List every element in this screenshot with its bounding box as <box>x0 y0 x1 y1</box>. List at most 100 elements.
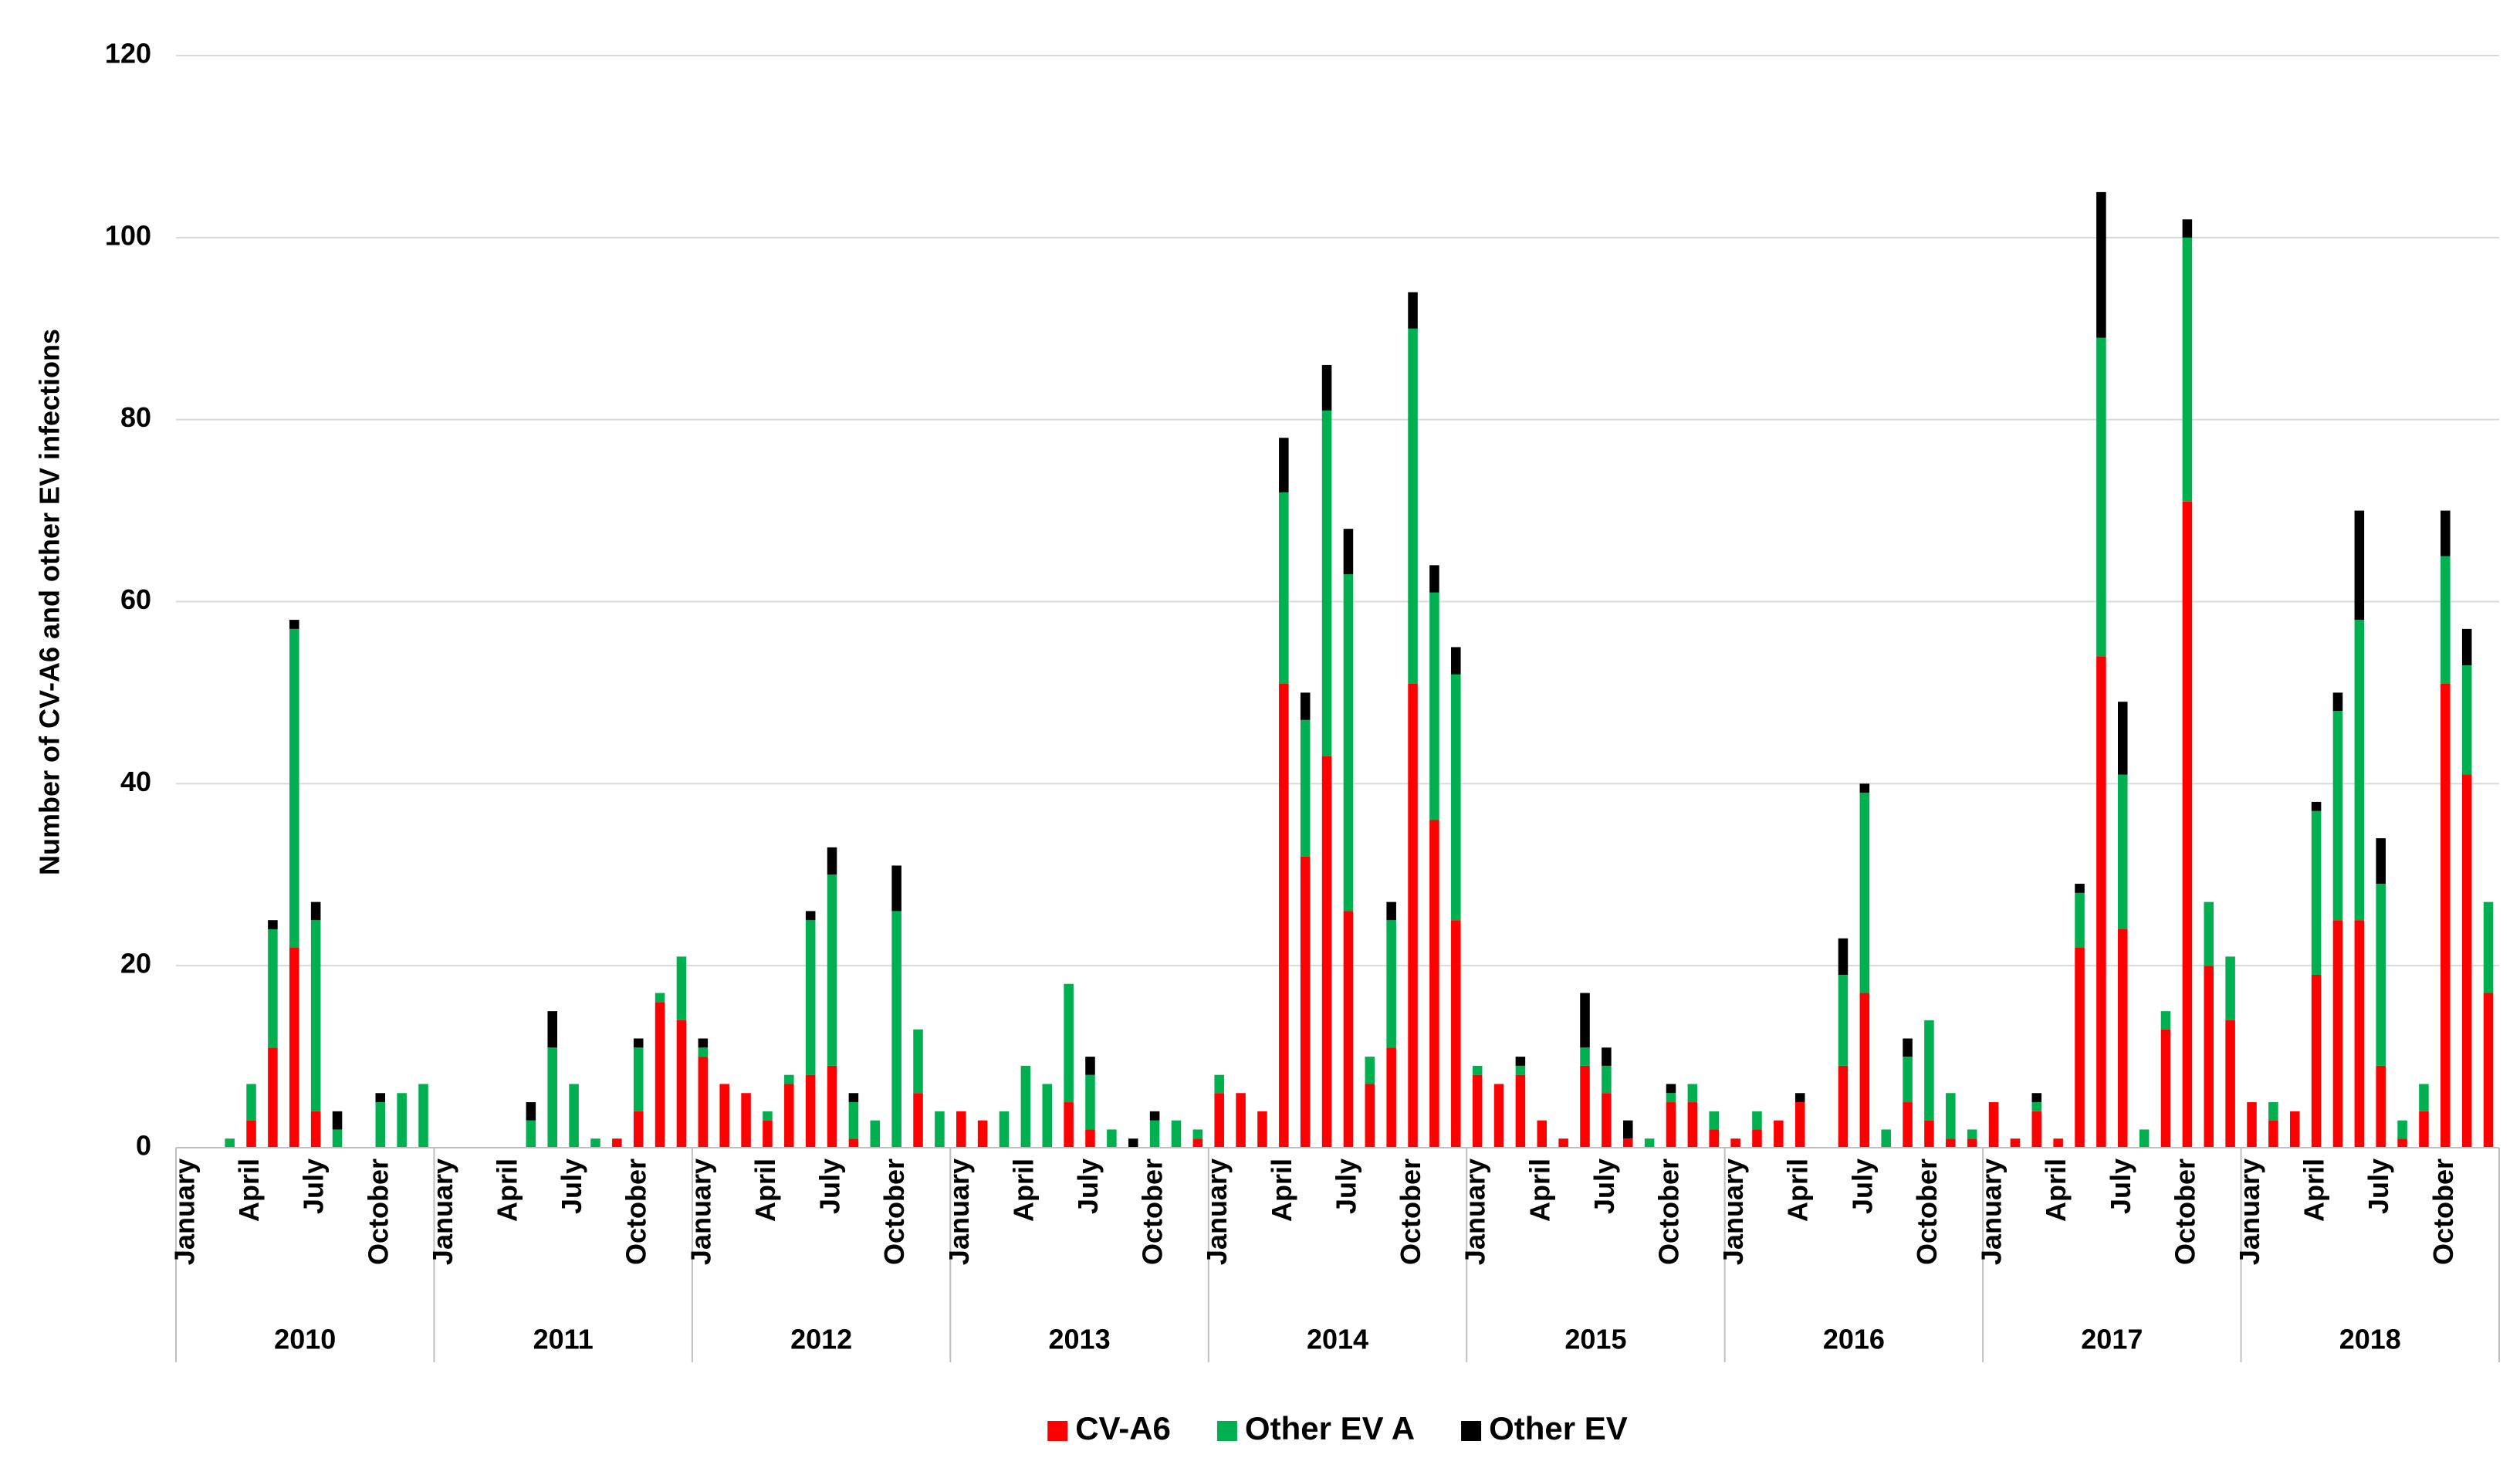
x-tick-label: July <box>814 1159 846 1214</box>
bar-segment <box>1472 1074 1483 1148</box>
bar-segment <box>1666 1093 1676 1103</box>
bar-segment <box>1149 1111 1160 1121</box>
bar-segment <box>1859 793 1870 993</box>
x-tick-label: April <box>1524 1159 1555 1222</box>
bar-segment <box>1429 592 1439 820</box>
bar-segment <box>332 1111 343 1130</box>
bar-segment <box>332 1129 343 1148</box>
x-tick-label: April <box>1007 1159 1039 1222</box>
bar-segment <box>1515 1057 1526 1066</box>
bar-segment <box>2096 656 2106 1148</box>
year-label: 2010 <box>274 1324 336 1355</box>
bar-segment <box>2139 1129 2150 1148</box>
year-label: 2011 <box>533 1324 594 1355</box>
bar-segment <box>848 1138 859 1148</box>
bar-segment <box>1752 1129 1762 1148</box>
bar-segment <box>246 1120 256 1148</box>
bar-segment <box>1988 1102 1999 1148</box>
bar-segment <box>1064 1102 1074 1148</box>
bar-segment <box>2117 929 2128 1148</box>
bar-segment <box>2461 628 2472 666</box>
bar-segment <box>1774 1120 1784 1148</box>
bar-segment <box>1257 1111 1267 1148</box>
bar-segment <box>1580 1065 1590 1148</box>
bar-segment <box>956 1111 966 1148</box>
bar-segment <box>1128 1138 1138 1148</box>
x-tick-label: January <box>685 1159 716 1265</box>
year-label: 2012 <box>790 1324 852 1355</box>
bar-segment <box>2376 884 2386 1066</box>
bar-segment <box>1149 1120 1160 1148</box>
bar-segment <box>1429 565 1439 593</box>
bar-segment <box>1794 1093 1805 1103</box>
bar-segment <box>1107 1129 1117 1148</box>
year-label: 2015 <box>1564 1324 1626 1355</box>
bar-segment <box>1365 1057 1375 1084</box>
bar-segment <box>2397 1120 2407 1139</box>
bar-segment <box>1687 1084 1698 1103</box>
bar-segment <box>2441 556 2451 684</box>
x-tick-label: April <box>492 1159 523 1222</box>
bar-segment <box>268 1047 278 1148</box>
bar-segment <box>1085 1129 1095 1148</box>
y-tick-label: 0 <box>136 1130 151 1162</box>
x-tick-label: October <box>2169 1159 2200 1265</box>
bar-segment <box>1321 410 1332 756</box>
x-tick-label: April <box>1782 1159 1814 1222</box>
x-tick-label: April <box>233 1159 265 1222</box>
bar-segment <box>2268 1102 2278 1121</box>
bar-segment <box>1622 1120 1633 1139</box>
bar-segment <box>2311 974 2322 1148</box>
year-label: 2016 <box>1823 1324 1885 1355</box>
x-tick-label: January <box>1976 1159 2008 1265</box>
bar-segment <box>2419 1084 2429 1111</box>
bar-segment <box>1752 1111 1762 1130</box>
bar-segment <box>1451 920 1461 1148</box>
bar-segment <box>741 1093 751 1148</box>
bar-segment <box>1602 1065 1612 1094</box>
bar-segment <box>2117 702 2128 775</box>
bar-segment <box>1300 692 1311 720</box>
bar-segment <box>289 628 299 948</box>
y-tick-label: 80 <box>120 401 151 433</box>
bar-segment <box>1859 993 1870 1148</box>
bar-segment <box>268 929 278 1048</box>
bar-segment <box>1515 1065 1526 1075</box>
bar-segment <box>1386 901 1396 921</box>
y-tick-label: 120 <box>105 38 151 69</box>
bar-segment <box>1881 1129 1891 1148</box>
x-tick-label: October <box>1911 1159 1943 1265</box>
x-tick-label: April <box>2040 1159 2072 1222</box>
bar-segment <box>1493 1084 1504 1148</box>
x-tick-label: October <box>1395 1159 1426 1265</box>
bar-segment <box>977 1120 988 1148</box>
legend-label: Other EV <box>1489 1410 1628 1446</box>
bar-segment <box>2160 1029 2171 1148</box>
bar-segment <box>2204 966 2214 1148</box>
bar-segment <box>913 1093 923 1148</box>
bar-segment <box>1946 1138 1956 1148</box>
bar-segment <box>1558 1138 1568 1148</box>
bar-segment <box>2117 774 2128 929</box>
x-tick-label: January <box>427 1159 458 1265</box>
bar-segment <box>1666 1102 1676 1148</box>
bar-segment <box>805 911 816 921</box>
bar-segment <box>310 901 321 921</box>
bar-segment <box>1946 1093 1956 1139</box>
bar-segment <box>935 1111 945 1148</box>
bar-segment <box>784 1074 794 1084</box>
bar-segment <box>1236 1093 1246 1148</box>
bar-segment <box>1279 492 1289 684</box>
y-axis-title: Number of CV-A6 and other EV infections <box>34 329 66 875</box>
bar-segment <box>848 1093 859 1103</box>
bar-segment <box>2397 1138 2407 1148</box>
bar-segment <box>1386 920 1396 1048</box>
bar-segment <box>1924 1020 1934 1121</box>
bar-segment <box>1537 1120 1548 1148</box>
year-label: 2017 <box>2081 1324 2143 1355</box>
bar-segment <box>2376 1065 2386 1148</box>
legend: CV-A6 Other EV A Other EV <box>1047 1410 1628 1446</box>
bar-segment <box>1602 1093 1612 1148</box>
bar-segment <box>870 1120 881 1148</box>
bar-segment <box>1343 574 1354 912</box>
